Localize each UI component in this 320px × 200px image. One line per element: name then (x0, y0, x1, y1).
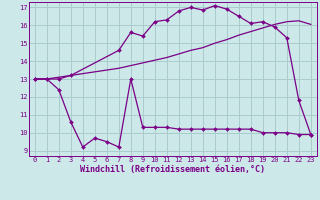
X-axis label: Windchill (Refroidissement éolien,°C): Windchill (Refroidissement éolien,°C) (80, 165, 265, 174)
